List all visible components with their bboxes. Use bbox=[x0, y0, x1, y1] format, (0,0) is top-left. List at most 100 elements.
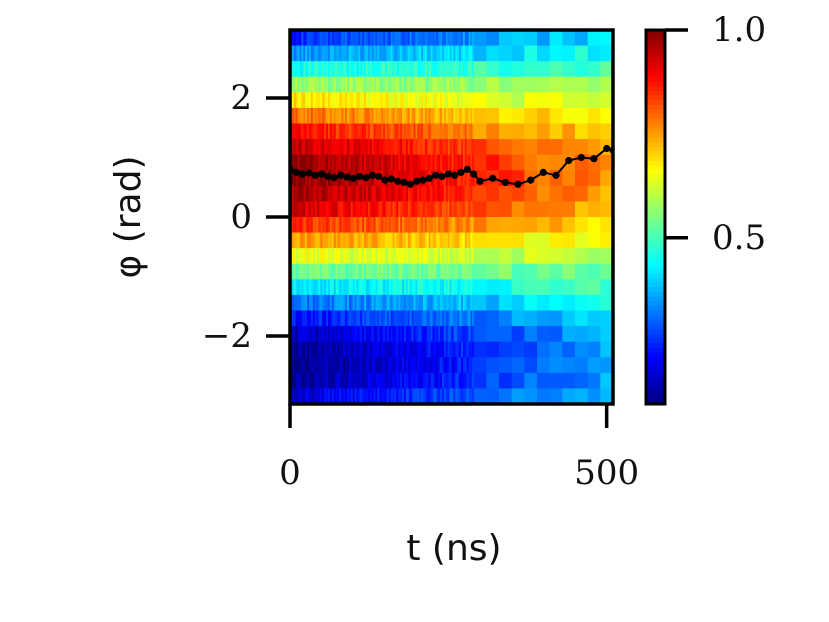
heatmap-cell bbox=[511, 357, 525, 374]
heatmap-cell bbox=[464, 279, 468, 296]
heatmap-cell bbox=[360, 248, 363, 265]
heatmap-cell bbox=[328, 326, 331, 343]
heatmap-cell bbox=[459, 357, 462, 374]
heatmap-cell bbox=[396, 139, 399, 156]
heatmap-cell bbox=[348, 76, 352, 93]
heatmap-cell bbox=[443, 30, 447, 47]
heatmap-cell bbox=[364, 107, 367, 125]
heatmap-cell bbox=[432, 232, 435, 249]
heatmap-cell bbox=[360, 357, 363, 374]
heatmap-cell bbox=[457, 263, 460, 280]
heatmap-cell bbox=[428, 217, 432, 234]
heatmap-cell bbox=[451, 154, 454, 171]
heatmap-cell bbox=[455, 201, 458, 218]
heatmap-cell bbox=[394, 217, 397, 234]
heatmap-cell bbox=[417, 388, 420, 404]
heatmap-cell bbox=[424, 232, 428, 249]
heatmap-cell bbox=[339, 154, 342, 171]
heatmap-cell bbox=[341, 201, 344, 218]
heatmap-cell bbox=[398, 388, 401, 404]
heatmap-cell bbox=[455, 107, 458, 125]
heatmap-cell bbox=[404, 217, 407, 234]
heatmap-cell bbox=[320, 372, 323, 390]
heatmap-cell bbox=[461, 248, 464, 265]
heatmap-cell bbox=[335, 185, 339, 203]
heatmap-cell bbox=[314, 310, 318, 327]
heatmap-cell bbox=[421, 326, 424, 343]
heatmap-cell bbox=[447, 139, 451, 156]
heatmap-cell bbox=[375, 388, 378, 404]
heatmap-cell bbox=[341, 279, 344, 296]
heatmap-cell bbox=[337, 76, 340, 93]
heatmap-cell bbox=[328, 217, 331, 234]
heatmap-cell bbox=[322, 263, 325, 280]
colorbar-segment bbox=[646, 151, 665, 157]
heatmap-cell bbox=[453, 279, 456, 296]
heatmap-cell bbox=[366, 92, 369, 109]
heatmap-cell bbox=[350, 248, 354, 265]
heatmap-cell bbox=[343, 201, 346, 218]
heatmap-cell bbox=[320, 232, 323, 249]
heatmap-cell bbox=[466, 248, 470, 265]
heatmap-cell bbox=[402, 279, 405, 296]
heatmap-cell bbox=[303, 45, 306, 62]
heatmap-cell bbox=[347, 294, 350, 312]
heatmap-cell bbox=[303, 30, 306, 47]
heatmap-cell bbox=[295, 388, 299, 404]
heatmap-cell bbox=[394, 154, 397, 171]
heatmap-cell bbox=[386, 61, 390, 78]
heatmap-cell bbox=[455, 388, 458, 404]
heatmap-cell bbox=[345, 76, 348, 93]
colorbar-segment bbox=[646, 170, 665, 176]
heatmap-cell bbox=[473, 123, 487, 140]
heatmap-cell bbox=[362, 279, 365, 296]
heatmap-cell bbox=[305, 107, 308, 125]
heatmap-cell bbox=[385, 139, 388, 156]
heatmap-cell bbox=[345, 45, 348, 62]
heatmap-cell bbox=[339, 217, 342, 234]
heatmap-cell bbox=[335, 294, 339, 312]
heatmap-cell bbox=[426, 388, 430, 404]
heatmap-cell bbox=[417, 217, 420, 234]
colorbar-segment bbox=[646, 343, 665, 349]
heatmap-cell bbox=[466, 185, 470, 203]
heatmap-cell bbox=[468, 92, 472, 109]
heatmap-cell bbox=[371, 294, 375, 312]
heatmap-cell bbox=[430, 326, 434, 343]
heatmap-cell bbox=[371, 107, 375, 125]
heatmap-cell bbox=[331, 263, 335, 280]
heatmap-cell bbox=[316, 341, 320, 358]
heatmap-cell bbox=[453, 154, 456, 171]
heatmap-cell bbox=[345, 139, 348, 156]
heatmap-cell bbox=[358, 45, 361, 62]
heatmap-cell bbox=[390, 123, 394, 140]
heatmap-cell bbox=[320, 388, 323, 404]
heatmap-cell bbox=[299, 107, 302, 125]
heatmap-cell bbox=[316, 326, 320, 343]
heatmap-cell bbox=[430, 279, 434, 296]
heatmap-cell bbox=[341, 107, 344, 125]
heatmap-cell bbox=[350, 92, 354, 109]
heatmap-cell bbox=[337, 154, 340, 171]
colorbar-segment bbox=[646, 347, 665, 354]
heatmap-cell bbox=[386, 185, 390, 203]
heatmap-cell bbox=[415, 341, 418, 358]
heatmap-cell bbox=[447, 217, 451, 234]
heatmap-cell bbox=[402, 30, 405, 47]
heatmap-cell bbox=[424, 217, 428, 234]
heatmap-cell bbox=[470, 248, 473, 265]
heatmap-cell bbox=[472, 139, 475, 156]
heatmap-cell bbox=[499, 357, 513, 374]
heatmap-cell bbox=[390, 30, 394, 47]
heatmap-cell bbox=[379, 154, 382, 171]
colorbar-segment bbox=[646, 193, 665, 199]
heatmap-cell bbox=[421, 107, 424, 125]
trace-marker bbox=[432, 171, 440, 179]
heatmap-cell bbox=[375, 310, 378, 327]
heatmap-cell bbox=[459, 372, 462, 390]
trace-marker bbox=[349, 174, 357, 182]
heatmap-cell bbox=[434, 92, 437, 109]
heatmap-cell bbox=[360, 310, 363, 327]
heatmap-cell bbox=[419, 201, 422, 218]
heatmap-cell bbox=[442, 217, 445, 234]
